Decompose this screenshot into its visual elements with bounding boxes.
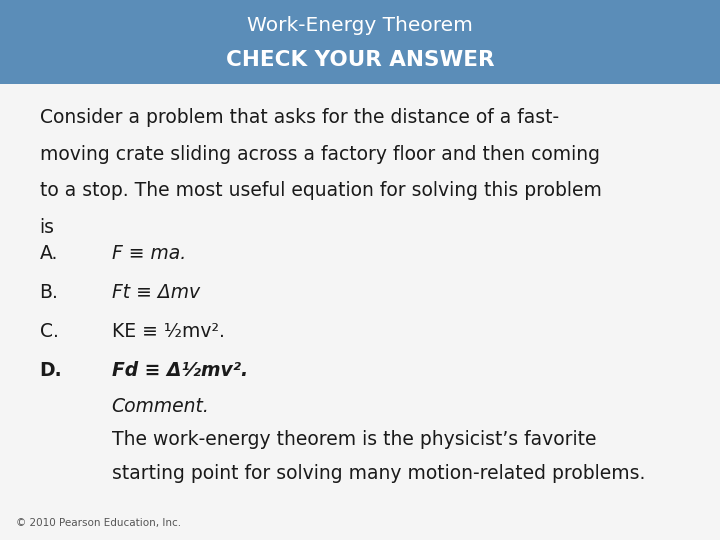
Text: The work-energy theorem is the physicist’s favorite: The work-energy theorem is the physicist…: [112, 430, 596, 449]
Text: A.: A.: [40, 244, 58, 263]
Text: CHECK YOUR ANSWER: CHECK YOUR ANSWER: [226, 50, 494, 70]
Text: © 2010 Pearson Education, Inc.: © 2010 Pearson Education, Inc.: [16, 518, 181, 528]
Text: C.: C.: [40, 322, 58, 341]
Text: Consider a problem that asks for the distance of a fast-: Consider a problem that asks for the dis…: [40, 108, 559, 127]
Text: Fd ≡ Δ¹⁄₂mv².: Fd ≡ Δ¹⁄₂mv².: [112, 361, 248, 380]
Text: Work-Energy Theorem: Work-Energy Theorem: [247, 16, 473, 35]
Text: F ≡ ma.: F ≡ ma.: [112, 244, 186, 263]
Text: Comment.: Comment.: [112, 397, 210, 416]
Text: D.: D.: [40, 361, 62, 380]
Text: B.: B.: [40, 283, 58, 302]
Text: Ft ≡ Δmv: Ft ≡ Δmv: [112, 283, 199, 302]
Text: starting point for solving many motion-related problems.: starting point for solving many motion-r…: [112, 464, 645, 483]
Text: to a stop. The most useful equation for solving this problem: to a stop. The most useful equation for …: [40, 181, 601, 200]
Text: KE ≡ ¹⁄₂mv².: KE ≡ ¹⁄₂mv².: [112, 322, 225, 341]
Bar: [0, 0, 720, 84]
Text: moving crate sliding across a factory floor and then coming: moving crate sliding across a factory fl…: [40, 145, 600, 164]
Text: is: is: [40, 218, 55, 237]
